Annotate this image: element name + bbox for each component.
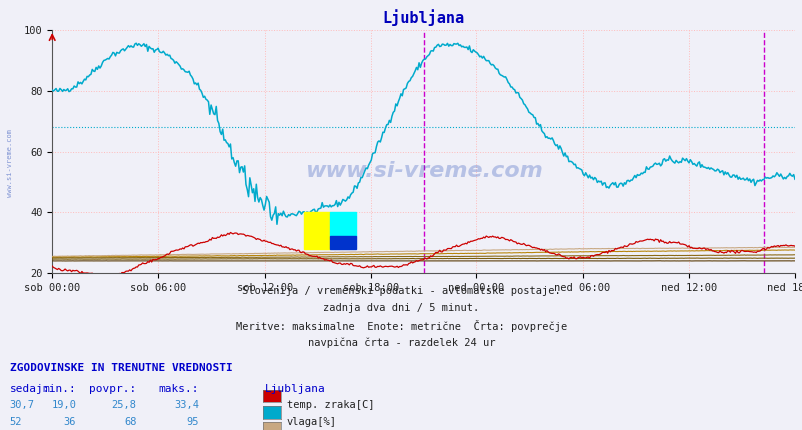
Text: 52: 52 (10, 417, 22, 427)
Text: 36: 36 (63, 417, 76, 427)
Text: Meritve: maksimalne  Enote: metrične  Črta: povprečje: Meritve: maksimalne Enote: metrične Črta… (236, 320, 566, 332)
Text: www.si-vreme.com: www.si-vreme.com (6, 129, 13, 197)
Text: povpr.:: povpr.: (89, 384, 136, 394)
Text: Ljubljana: Ljubljana (265, 384, 326, 394)
Text: temp. zraka[C]: temp. zraka[C] (286, 400, 374, 410)
Text: vlaga[%]: vlaga[%] (286, 417, 336, 427)
Text: 68: 68 (124, 417, 136, 427)
Text: www.si-vreme.com: www.si-vreme.com (304, 161, 542, 181)
Text: navpična črta - razdelek 24 ur: navpična črta - razdelek 24 ur (307, 338, 495, 348)
Text: min.:: min.: (43, 384, 76, 394)
Bar (304, 212, 330, 249)
Text: maks.:: maks.: (159, 384, 199, 394)
Text: 30,7: 30,7 (10, 400, 34, 410)
Text: sedaj:: sedaj: (10, 384, 50, 394)
Text: zadnja dva dni / 5 minut.: zadnja dva dni / 5 minut. (323, 303, 479, 313)
Text: 33,4: 33,4 (174, 400, 199, 410)
Text: 19,0: 19,0 (51, 400, 76, 410)
Title: Ljubljana: Ljubljana (382, 9, 464, 26)
Text: Slovenija / vremenski podatki - avtomatske postaje.: Slovenija / vremenski podatki - avtomats… (242, 286, 560, 296)
Text: ZGODOVINSKE IN TRENUTNE VREDNOSTI: ZGODOVINSKE IN TRENUTNE VREDNOSTI (10, 363, 232, 373)
Text: 25,8: 25,8 (111, 400, 136, 410)
Text: 95: 95 (186, 417, 199, 427)
Bar (330, 212, 355, 236)
Bar (330, 236, 355, 249)
